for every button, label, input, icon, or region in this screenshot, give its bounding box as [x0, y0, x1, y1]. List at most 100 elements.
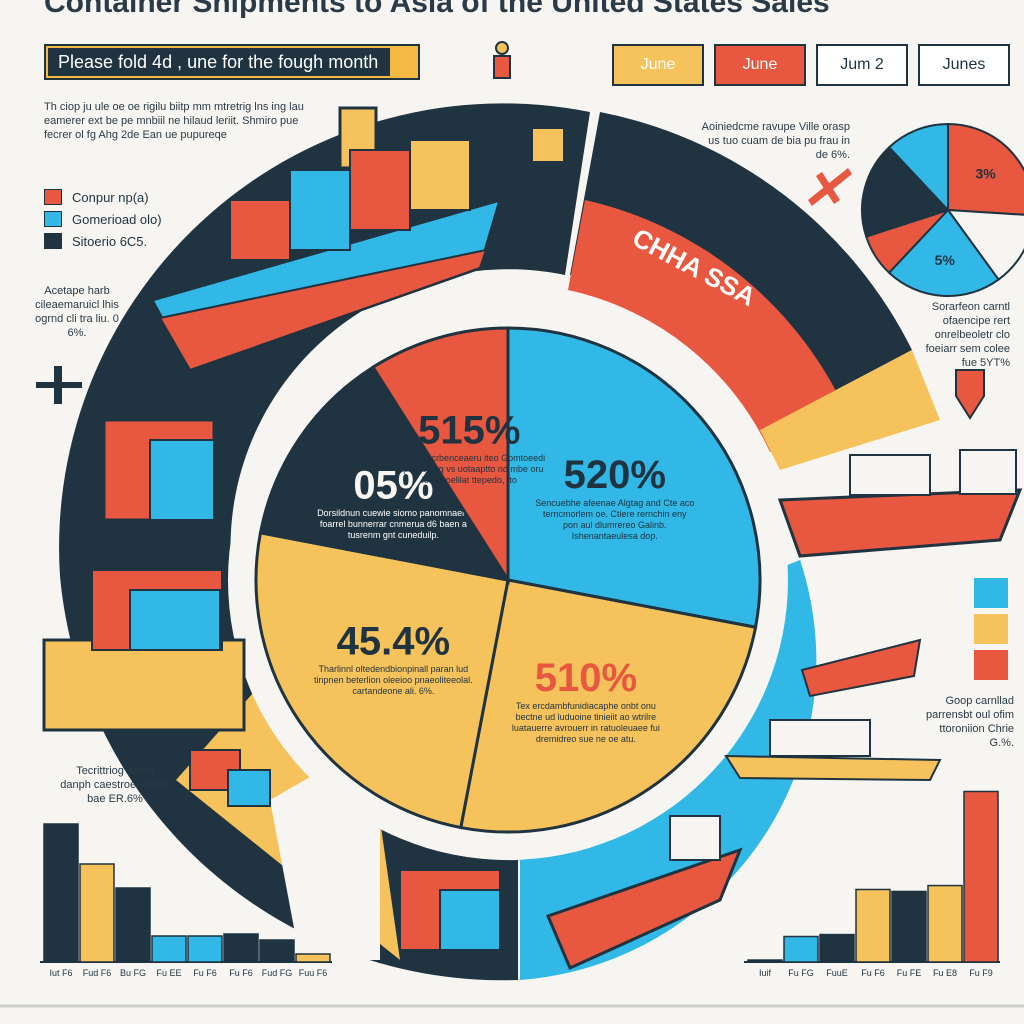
pie-slice-caption-text: Dorsildnun cuewie siomo panomnaem foarre…: [317, 508, 470, 541]
pie-slice-caption-text: Tex ercdambfunidiacaphe onbt onu bectne …: [511, 700, 660, 744]
side-note-bottom-right: Goop carnllad parrensbt oul ofim ttoroni…: [925, 695, 1014, 749]
truck-illustration: [189, 749, 271, 807]
month-tabs: June June Jum 2 Junes: [612, 44, 1010, 86]
legend: Conpur np(a) Gomerioad olo) Sitoerio 6C5…: [44, 186, 162, 252]
bar-tick-label: Fu FG: [788, 968, 814, 978]
bar: [891, 890, 927, 963]
tab-junes[interactable]: Junes: [918, 44, 1010, 86]
bar: [819, 933, 855, 963]
bar: [259, 939, 295, 963]
tab-june-yellow[interactable]: June: [612, 44, 704, 86]
side-note-right: Sorarfeon carntl ofaencipe rert onrelbeo…: [925, 301, 1010, 369]
pie-slice-caption: Sencuebhe afeenae Algtag and Cte aco ter…: [535, 497, 695, 541]
page-title: Container Shipments to Asia of the Unite…: [44, 0, 830, 19]
bar: [151, 935, 187, 963]
legend-item: Conpur np(a): [44, 186, 162, 208]
pie-slice: [887, 208, 1000, 297]
airplane-icon-orange: [808, 168, 852, 206]
bar: [855, 888, 891, 963]
ferry-illustration: [724, 719, 942, 782]
instruction-banner: Please fold 4d , une for the fough month: [44, 44, 420, 80]
legend-label: Conpur np(a): [72, 189, 149, 205]
bar: [187, 935, 223, 963]
tab-june-orange[interactable]: June: [714, 44, 806, 86]
bar-tick-label: Fuu F6: [299, 968, 328, 978]
bar-chart-left: Iut F6 Fud F6 Bu FG Fu EE Fu F6 Fu F6 Fud FG Fu…: [40, 823, 332, 978]
pie-slice-label: 520%: [564, 453, 666, 497]
pie-slice-label: 510%: [535, 656, 637, 700]
pie-slice-caption: Dorsildnun cuewie siomo panomnaem foarre…: [317, 508, 470, 541]
bar: [747, 959, 783, 963]
pie-slice-caption-text: Tauliutalbcrbenceaeru iteo Gomtoeedi rep…: [393, 452, 546, 485]
pie-slice-caption: Tauliutalbcrbenceaeru iteo Gomtoeedi rep…: [393, 452, 546, 485]
side-swatch-orange: [974, 650, 1008, 680]
legend-swatch: [44, 189, 62, 205]
pie-slice: [370, 326, 510, 586]
legend-label: Sitoerio 6C5.: [72, 233, 148, 249]
bar-tick-label: Fu F6: [861, 968, 885, 978]
pie-slice: [254, 531, 510, 830]
small-pie-chart: 3% 5% 50: [861, 122, 1024, 297]
ship-right-illustration: [777, 449, 1023, 558]
bar-tick-label: Bu FG: [120, 968, 146, 978]
bar: [783, 935, 819, 963]
ring-segment-yellow-right: [760, 350, 940, 470]
bar: [295, 953, 331, 963]
airplane-icon: [36, 366, 82, 404]
pie-slice-caption-text: Sencuebhe afeenae Algtag and Cte aco ter…: [535, 497, 695, 541]
legend-label: Gomerioad olo): [72, 211, 162, 227]
pie-slice: [945, 208, 1024, 281]
side-note-bottom-left: Tecrittriog mmbl danph caestroei enpre b…: [60, 765, 170, 805]
bar: [223, 933, 259, 963]
person-icon: [493, 41, 511, 79]
legend-item: Sitoerio 6C5.: [44, 230, 162, 252]
intro-note: Th ciop ju ule oe oe rigilu biitp mm mtr…: [44, 101, 304, 141]
bar-chart-right: Iuif Fu FG FuuE Fu F6 Fu FE Fu E8 Fu F9: [744, 790, 1000, 978]
pie-slice: [459, 578, 758, 834]
pie-slice-label: 5%: [935, 252, 956, 268]
ship-top-illustration: [149, 106, 503, 372]
side-note-left: Acetape harb cileaemaruicl lhis ogrnd cl…: [35, 285, 119, 339]
bar: [79, 863, 115, 963]
container-stack-bottom: [399, 869, 501, 951]
ship-small-illustration: [800, 638, 922, 698]
bar-tick-label: Iuif: [759, 968, 772, 978]
banner-text: Please fold 4d , une for the fough month: [48, 48, 390, 76]
bar-tick-label: FuuE: [826, 968, 848, 978]
side-note-top-right: Aoiniedcme ravupe Ville orasp us tuo cua…: [701, 121, 850, 161]
pie-slice: [887, 122, 949, 213]
pie-slice-label: 50: [890, 188, 906, 204]
side-swatch-cyan: [974, 578, 1008, 608]
bar-tick-label: Iut F6: [49, 968, 72, 978]
pie-slice-label: 515%: [418, 408, 520, 452]
tab-jum-2[interactable]: Jum 2: [816, 44, 908, 86]
pie-slice-label: 05%: [353, 464, 433, 508]
pie-slice: [861, 145, 950, 238]
bar: [43, 823, 79, 963]
side-swatch-yellow: [974, 614, 1008, 644]
bar: [927, 884, 963, 963]
pie-slice-label: 3%: [975, 165, 996, 181]
bar-tick-label: Fud F6: [83, 968, 112, 978]
legend-swatch: [44, 233, 62, 249]
pie-slice-caption: Tex ercdambfunidiacaphe onbt onu bectne …: [511, 700, 660, 744]
bar: [115, 887, 151, 963]
pie-slice: [258, 365, 512, 583]
container-stack-left: [102, 418, 216, 522]
bar-tick-label: Fud FG: [262, 968, 293, 978]
bar: [963, 790, 999, 963]
bar-tick-label: Fu EE: [156, 968, 181, 978]
pie-slice-caption-text: Tharlinnl oltedendbionpinall paran lud t…: [314, 663, 473, 696]
ring-segment-orange: [568, 200, 850, 452]
ring-segment-navy-right: [570, 112, 912, 430]
bar-tick-label: Fu F6: [229, 968, 253, 978]
ring-segment-cyan: [520, 560, 817, 980]
bar-tick-label: Fu F9: [969, 968, 993, 978]
container-box-icon: [531, 127, 565, 163]
pie-slice: [506, 326, 762, 629]
pie-slice-caption: Tharlinnl oltedendbionpinall paran lud t…: [314, 663, 473, 696]
ship-bottom-illustration: [545, 815, 743, 971]
main-pie-chart: 520%Sencuebhe afeenae Algtag and Cte aco…: [228, 300, 788, 860]
bar-tick-label: Fu FE: [897, 968, 922, 978]
